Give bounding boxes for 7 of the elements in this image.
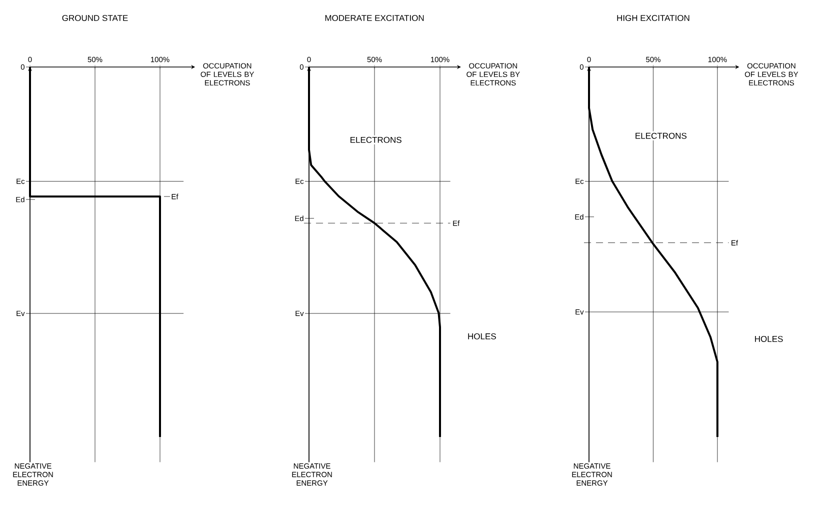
chart-title: GROUND STATE xyxy=(62,14,128,21)
text: HOLES xyxy=(755,336,783,342)
chart-title: MODERATE EXCITATION xyxy=(325,14,424,21)
annotation: ELECTRONS xyxy=(350,136,402,143)
annotation: ELECTRONS xyxy=(636,132,687,139)
text: HOLES xyxy=(468,333,496,340)
chart-title: HIGH EXCITATION xyxy=(617,14,690,21)
